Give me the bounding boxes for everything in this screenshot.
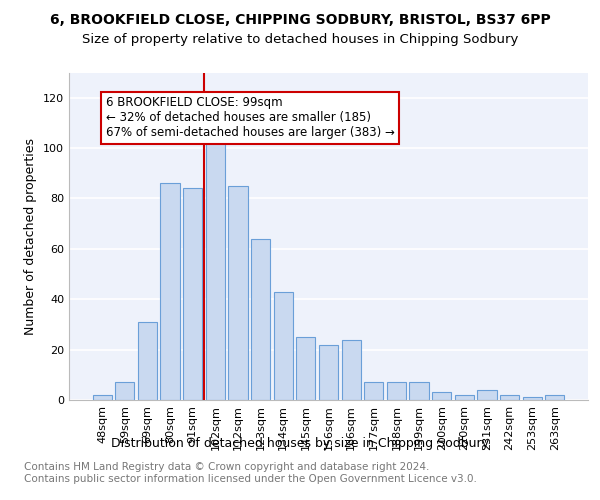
- Bar: [500, 395, 519, 400]
- Bar: [183, 188, 202, 400]
- Bar: [455, 395, 474, 400]
- Bar: [229, 186, 248, 400]
- Text: Contains HM Land Registry data © Crown copyright and database right 2024.
Contai: Contains HM Land Registry data © Crown c…: [24, 462, 477, 484]
- Bar: [432, 392, 451, 400]
- Bar: [477, 390, 497, 400]
- Bar: [319, 344, 338, 400]
- Bar: [341, 340, 361, 400]
- Bar: [115, 382, 134, 400]
- Bar: [523, 398, 542, 400]
- Text: 6 BROOKFIELD CLOSE: 99sqm
← 32% of detached houses are smaller (185)
67% of semi: 6 BROOKFIELD CLOSE: 99sqm ← 32% of detac…: [106, 96, 394, 140]
- Bar: [409, 382, 428, 400]
- Bar: [251, 239, 270, 400]
- Bar: [160, 184, 180, 400]
- Bar: [138, 322, 157, 400]
- Bar: [274, 292, 293, 400]
- Bar: [387, 382, 406, 400]
- Y-axis label: Number of detached properties: Number of detached properties: [25, 138, 37, 335]
- Text: Distribution of detached houses by size in Chipping Sodbury: Distribution of detached houses by size …: [111, 438, 489, 450]
- Bar: [296, 337, 316, 400]
- Text: Size of property relative to detached houses in Chipping Sodbury: Size of property relative to detached ho…: [82, 32, 518, 46]
- Bar: [206, 98, 225, 400]
- Bar: [92, 395, 112, 400]
- Bar: [545, 395, 565, 400]
- Bar: [364, 382, 383, 400]
- Text: 6, BROOKFIELD CLOSE, CHIPPING SODBURY, BRISTOL, BS37 6PP: 6, BROOKFIELD CLOSE, CHIPPING SODBURY, B…: [50, 12, 550, 26]
